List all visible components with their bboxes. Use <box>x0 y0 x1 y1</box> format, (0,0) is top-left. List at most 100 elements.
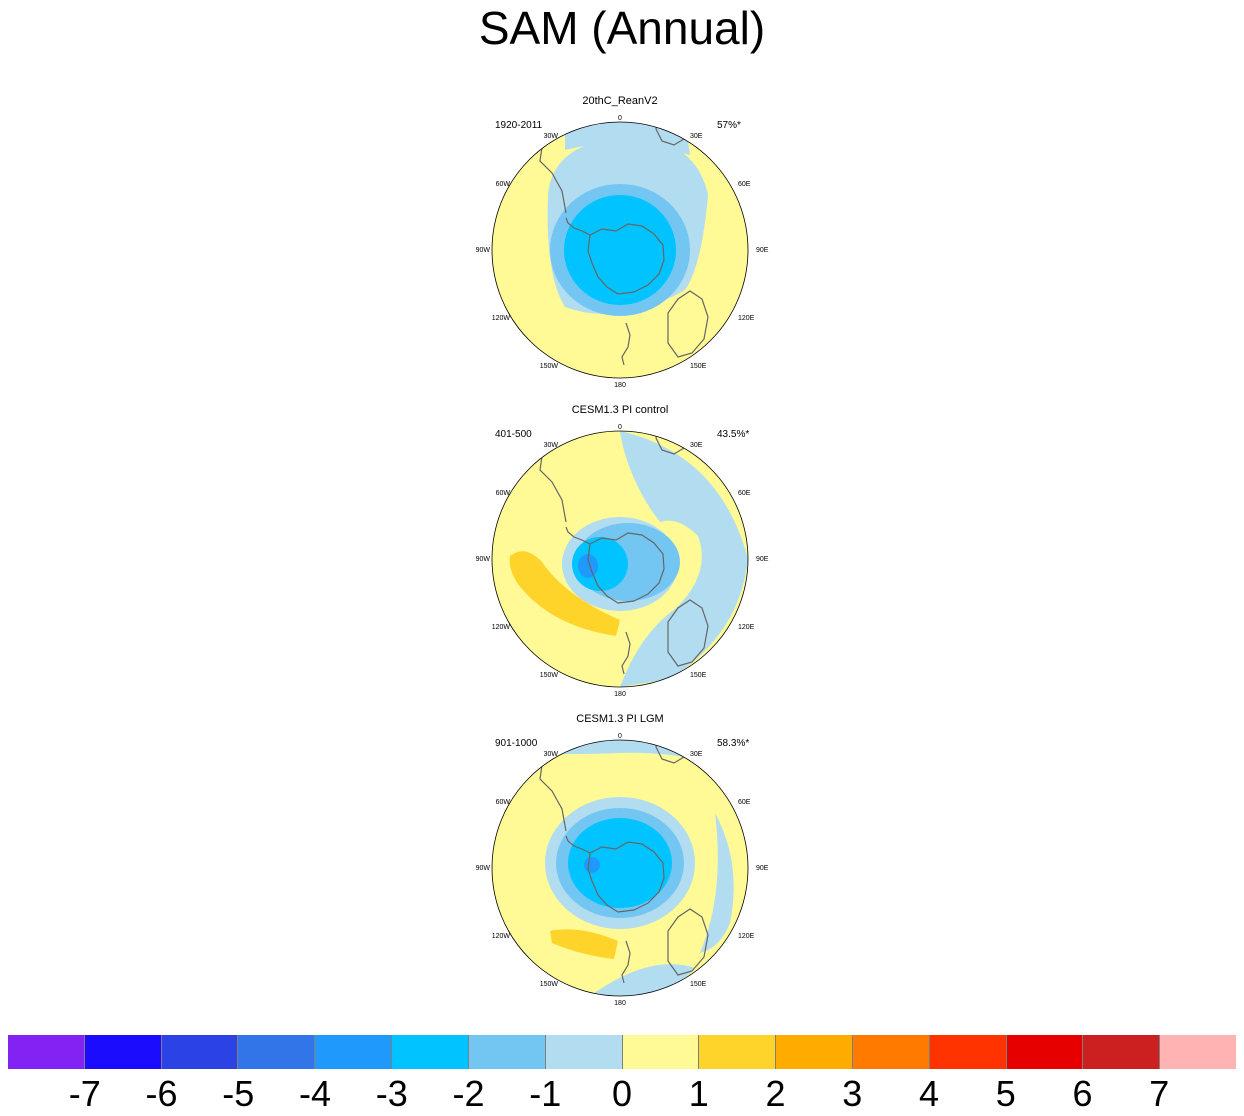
panel-period: 901-1000 <box>495 738 538 749</box>
coastline-0 <box>587 841 665 913</box>
longitude-label-l2: 60W <box>495 181 510 188</box>
longitude-label-r1: 30E <box>690 751 703 758</box>
longitude-label-r5: 150E <box>690 672 707 679</box>
coastline-5 <box>621 631 631 675</box>
contour-fill-1 <box>620 431 655 494</box>
coastline-2 <box>535 740 567 832</box>
panel-explained-variance: 58.3%* <box>717 738 750 749</box>
longitude-label-bottom: 180 <box>614 382 626 389</box>
coastline-1 <box>565 835 591 854</box>
longitude-label-r4: 120E <box>738 624 755 631</box>
longitude-label-r4: 120E <box>738 933 755 940</box>
longitude-label-r5: 150E <box>690 363 707 370</box>
coastlines <box>535 431 709 675</box>
coastline-5 <box>621 322 631 366</box>
longitude-label-l5: 150W <box>539 363 558 370</box>
panel-title: CESM1.3 PI LGM <box>576 713 664 725</box>
polar-map <box>491 739 749 997</box>
longitude-label-l1: 30W <box>543 442 558 449</box>
longitude-label-l4: 120W <box>491 624 510 631</box>
colorbar-tick-labels: -7 -6 -5 -4 -3 -2 -1 0 1 2 3 4 5 6 7 <box>8 1074 1236 1114</box>
contour-fill-6 <box>578 554 598 578</box>
colorbar-cell-15 <box>1160 1035 1236 1069</box>
colorbar-tick-label: 4 <box>918 1073 940 1114</box>
coastlines <box>535 122 709 366</box>
colorbar-cell-9 <box>699 1035 777 1069</box>
colorbar-tick-label: -3 <box>375 1073 408 1114</box>
colorbar-cell-6 <box>468 1035 546 1069</box>
colorbar-tick-label: 5 <box>995 1073 1016 1114</box>
colorbar-tick-label: -7 <box>68 1073 101 1114</box>
colorbar-tick-label: 1 <box>688 1073 709 1114</box>
longitude-label-r2: 60E <box>738 490 751 497</box>
coastline-4 <box>667 599 709 667</box>
colorbar-tick-label: 0 <box>611 1073 633 1114</box>
colorbar-cell-8 <box>622 1035 700 1069</box>
longitude-label-bottom: 180 <box>614 691 626 698</box>
longitude-label-r1: 30E <box>690 133 703 140</box>
coastline-1 <box>565 526 591 545</box>
longitude-label-top: 0 <box>618 733 622 740</box>
colorbar-cell-0 <box>8 1035 85 1069</box>
longitude-label-left: 90W <box>475 865 490 872</box>
colorbar-cell-1 <box>84 1035 162 1069</box>
longitude-label-l1: 30W <box>543 133 558 140</box>
contour-fill-2 <box>509 551 620 636</box>
contour-fill-2 <box>590 964 695 996</box>
colorbar-cell-12 <box>929 1035 1007 1069</box>
contour-fill-3 <box>550 929 618 959</box>
longitude-label-l4: 120W <box>491 315 510 322</box>
coastline-0 <box>587 532 665 604</box>
map-panel-pi-control: CESM1.3 PI control 401-500 43.5%* 0 180 90W 90… <box>470 404 770 704</box>
colorbar-cell-13 <box>1006 1035 1084 1069</box>
colorbar-cell-2 <box>161 1035 239 1069</box>
panel-period: 1920-2011 <box>495 120 543 131</box>
colorbar-tick-label: -5 <box>222 1073 255 1114</box>
polar-map <box>491 430 749 688</box>
colorbar <box>8 1035 1236 1069</box>
longitude-label-bottom: 180 <box>614 1000 626 1007</box>
colorbar-cell-11 <box>852 1035 930 1069</box>
coastline-5 <box>621 940 631 984</box>
longitude-label-top: 0 <box>618 424 622 431</box>
coastline-1 <box>565 217 591 236</box>
map-border <box>491 430 749 688</box>
longitude-label-top: 0 <box>618 115 622 122</box>
colorbar-cell-3 <box>238 1035 316 1069</box>
longitude-label-l5: 150W <box>539 672 558 679</box>
coastline-4 <box>667 908 709 976</box>
colorbar-tick-label: 3 <box>842 1073 863 1114</box>
colorbar-tick-label: -6 <box>145 1073 178 1114</box>
colorbar-cell-14 <box>1083 1035 1161 1069</box>
longitude-label-left: 90W <box>475 556 490 563</box>
panel-explained-variance: 43.5%* <box>717 429 750 440</box>
contour-fill-0 <box>620 431 748 687</box>
coastline-4 <box>667 290 709 358</box>
longitude-label-r2: 60E <box>738 799 751 806</box>
coastline-0 <box>587 223 665 295</box>
colorbar-tick-label: 6 <box>1072 1073 1093 1114</box>
longitude-label-l5: 150W <box>539 981 558 988</box>
colorbar-cell-7 <box>545 1035 623 1069</box>
longitude-label-r1: 30E <box>690 442 703 449</box>
map-panel-reanalysis: 20thC_ReanV2 1920-2011 57%* 0 180 90W 90E 30W 60… <box>470 95 770 395</box>
coastline-2 <box>535 431 567 523</box>
contour-fill-3 <box>564 195 676 305</box>
longitude-label-r2: 60E <box>738 181 751 188</box>
longitude-label-right: 90E <box>756 865 769 872</box>
longitude-label-r4: 120E <box>738 315 755 322</box>
longitude-label-l4: 120W <box>491 933 510 940</box>
longitude-label-l1: 30W <box>543 751 558 758</box>
colorbar-tick-label: 7 <box>1149 1073 1170 1114</box>
panel-title: 20thC_ReanV2 <box>582 95 658 107</box>
longitude-label-r5: 150E <box>690 981 707 988</box>
map-border <box>491 739 749 997</box>
colorbar-tick-label: -2 <box>452 1073 485 1114</box>
colorbar-tick-label: -1 <box>529 1073 562 1114</box>
panel-explained-variance: 57%* <box>717 120 741 131</box>
polar-map <box>491 121 749 379</box>
colorbar-tick-label: -4 <box>298 1073 331 1114</box>
longitude-label-right: 90E <box>756 247 769 254</box>
panel-title: CESM1.3 PI control <box>571 404 669 416</box>
colorbar-cell-5 <box>392 1035 469 1069</box>
